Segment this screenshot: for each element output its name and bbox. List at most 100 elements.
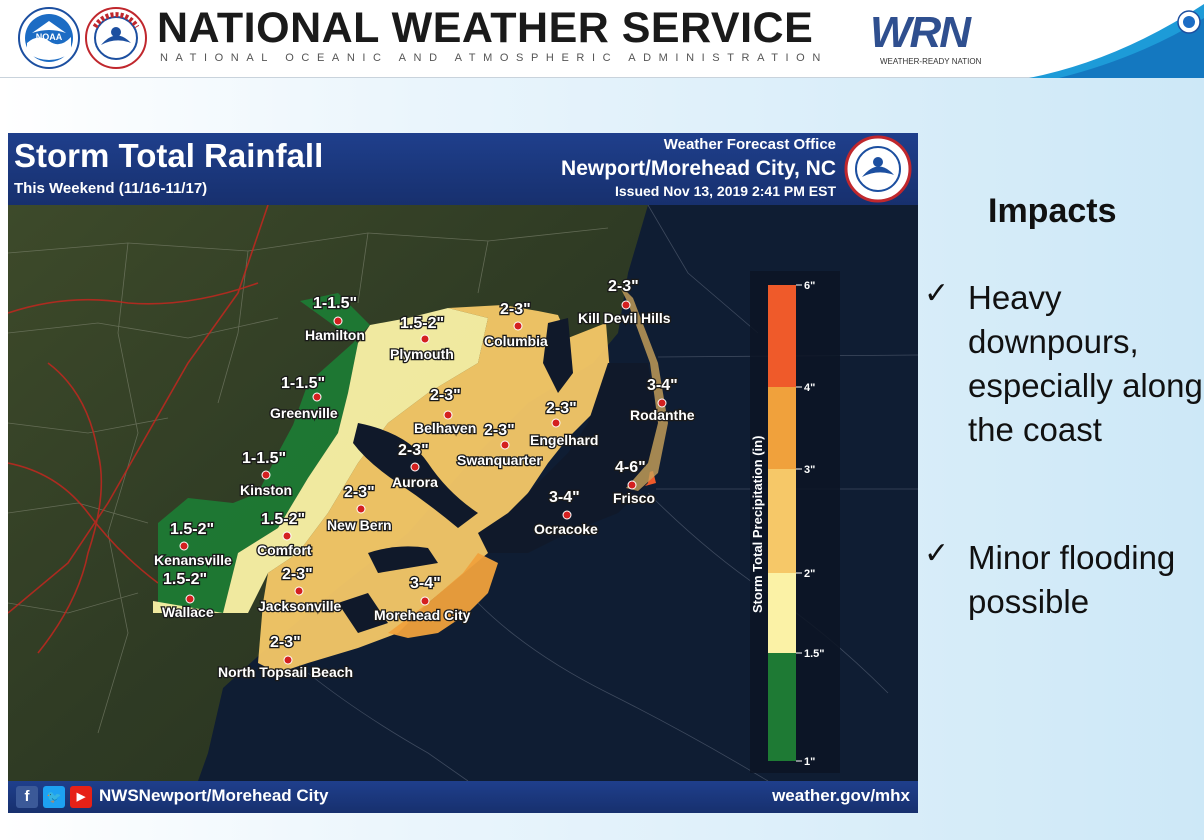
check-icon: ✓ [924, 277, 950, 310]
city-jacksonville: Jacksonville [258, 598, 341, 614]
impact-text: Minor flooding possible [968, 539, 1176, 620]
marker-columbia [513, 321, 523, 331]
amount-rodanthe: 3-4" [647, 377, 678, 394]
youtube-icon[interactable]: ▶ [70, 786, 92, 808]
amount-kinston: 1-1.5" [242, 450, 286, 467]
legend-tick-4: 4" [804, 382, 815, 394]
amount-wallace: 1.5-2" [163, 571, 207, 588]
city-kill-devil-hills: Kill Devil Hills [578, 310, 671, 326]
legend-band-1-1.5 [768, 653, 796, 761]
city-frisco: Frisco [613, 490, 655, 506]
marker-jacksonville [294, 586, 304, 596]
legend-tick-1.5: 1.5" [804, 648, 825, 660]
band-1.5-2 [153, 308, 488, 613]
amount-kenansville: 1.5-2" [170, 521, 214, 538]
impacts-title: Impacts [988, 192, 1117, 230]
city-wallace: Wallace [162, 604, 214, 620]
amount-morehead-city: 3-4" [410, 575, 441, 592]
twitter-icon[interactable]: 🐦 [43, 786, 65, 808]
legend-band-3-4 [768, 387, 796, 469]
amount-new-bern: 2-3" [344, 484, 375, 501]
website-link[interactable]: weather.gov/mhx [772, 786, 910, 805]
marker-belhaven [443, 410, 453, 420]
amount-kill-devil-hills: 2-3" [608, 278, 639, 295]
marker-new-bern [356, 504, 366, 514]
marker-kinston [261, 470, 271, 480]
map-title-bar: Storm Total Rainfall This Weekend (11/16… [8, 133, 918, 205]
marker-frisco [627, 480, 637, 490]
legend-tick-3: 3" [804, 464, 815, 476]
amount-columbia: 2-3" [500, 301, 531, 318]
amount-ocracoke: 3-4" [549, 489, 580, 506]
amount-comfort: 1.5-2" [261, 511, 305, 528]
marker-engelhard [551, 418, 561, 428]
legend-tick-2: 2" [804, 568, 815, 580]
marker-swanquarter [500, 440, 510, 450]
legend-tick-1: 1" [804, 756, 815, 768]
issued-time: Issued Nov 13, 2019 2:41 PM EST [615, 183, 836, 199]
agency-title: NATIONAL WEATHER SERVICE [157, 4, 814, 52]
city-morehead-city: Morehead City [374, 607, 471, 623]
marker-hamilton [333, 316, 343, 326]
band-1-1.5 [158, 293, 370, 613]
city-greenville: Greenville [270, 405, 338, 421]
amount-hamilton: 1-1.5" [313, 295, 357, 312]
sounds [338, 318, 658, 633]
amount-north-topsail-beach: 2-3" [270, 634, 301, 651]
marker-greenville [312, 392, 322, 402]
office-name: Newport/Morehead City, NC [561, 157, 836, 180]
amount-belhaven: 2-3" [430, 387, 461, 404]
amount-plymouth: 1.5-2" [400, 315, 444, 332]
city-aurora: Aurora [392, 474, 438, 490]
marker-wallace [185, 594, 195, 604]
impact-text: Heavy downpours, especially along the co… [968, 279, 1203, 448]
city-rodanthe: Rodanthe [630, 407, 695, 423]
city-markers [179, 300, 667, 665]
wrn-mark: WRN [870, 8, 971, 57]
city-labels: Hamilton Plymouth Columbia Kill Devil Hi… [153, 309, 696, 682]
city-engelhard: Engelhard [530, 432, 598, 448]
marker-comfort [282, 531, 292, 541]
marker-kill-devil-hills [621, 300, 631, 310]
city-belhaven: Belhaven [414, 420, 476, 436]
city-comfort: Comfort [257, 542, 312, 558]
band-3-4 [388, 553, 498, 638]
facebook-icon[interactable]: f [16, 786, 38, 808]
legend-band-4-6 [768, 285, 796, 387]
header-swoosh [1029, 4, 1204, 78]
check-icon: ✓ [924, 537, 950, 570]
noaa-logo-icon: NOAA [18, 7, 80, 69]
city-new-bern: New Bern [327, 517, 392, 533]
agency-subtitle: NATIONAL OCEANIC AND ATMOSPHERIC ADMINIS… [160, 52, 828, 64]
marker-ocracoke [562, 510, 572, 520]
svg-text:NOAA: NOAA [36, 32, 63, 42]
city-plymouth: Plymouth [390, 346, 454, 362]
county-lines [8, 227, 609, 734]
nws-header: NOAA NATIONAL WEATHER SERVICE NATIONAL O… [0, 0, 1204, 78]
amount-greenville: 1-1.5" [281, 375, 325, 392]
rainfall-map: 6" 4" 3" 2" 1.5" 1" Storm Total Precipit… [8, 204, 918, 782]
legend-band-1.5-2 [768, 573, 796, 653]
map-footer-bar: f 🐦 ▶ NWSNewport/Morehead City weather.g… [8, 781, 918, 813]
map-title: Storm Total Rainfall [14, 137, 324, 174]
city-hamilton: Hamilton [305, 327, 365, 343]
city-kinston: Kinston [240, 482, 292, 498]
amount-aurora: 2-3" [398, 442, 429, 459]
city-columbia: Columbia [484, 333, 548, 349]
amount-labels: 1-1.5" 1.5-2" 2-3" 2-3" 3-4" 1-1.5" 2-3"… [162, 277, 679, 653]
marker-morehead-city [420, 596, 430, 606]
city-kenansville: Kenansville [154, 552, 232, 568]
amount-swanquarter: 2-3" [484, 422, 515, 439]
legend-title: Storm Total Precipitation (in) [750, 436, 765, 613]
city-north-topsail-beach: North Topsail Beach [218, 664, 353, 680]
legend-band-2-3 [768, 469, 796, 573]
legend-tick-6: 6" [804, 280, 815, 292]
wrn-tagline: WEATHER-READY NATION [880, 57, 982, 66]
amount-jacksonville: 2-3" [282, 566, 313, 583]
marker-aurora [410, 462, 420, 472]
outer-banks [618, 283, 668, 491]
highways [8, 204, 269, 654]
rainfall-map-panel: 6" 4" 3" 2" 1.5" 1" Storm Total Precipit… [8, 133, 918, 813]
office-label: Weather Forecast Office [663, 136, 836, 153]
social-handle[interactable]: NWSNewport/Morehead City [99, 786, 329, 805]
